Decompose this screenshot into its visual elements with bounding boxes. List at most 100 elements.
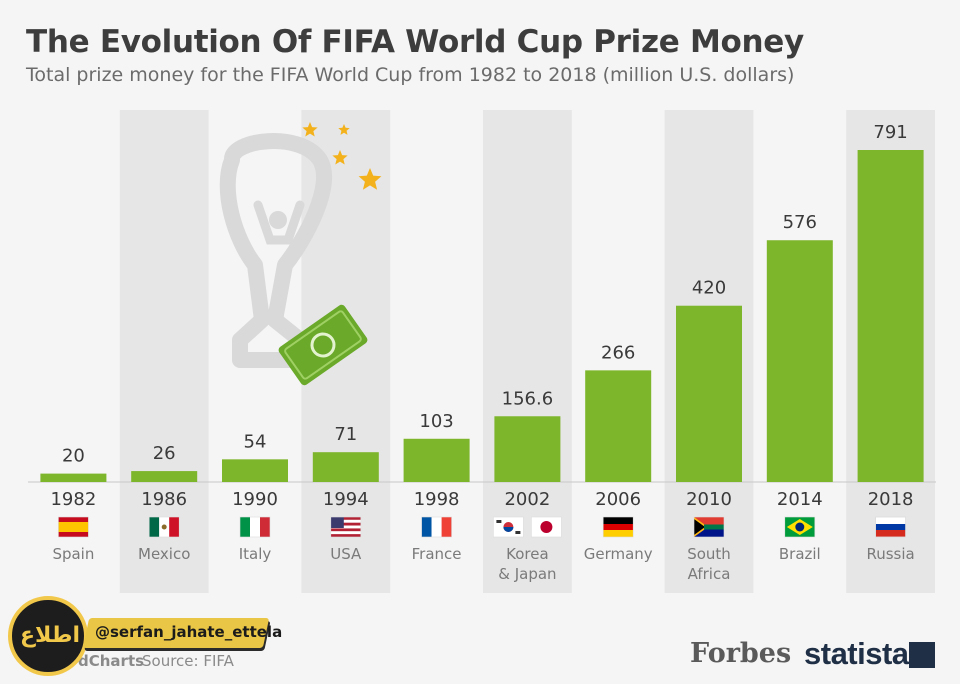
flag-part (330, 525, 361, 529)
flag-part (875, 524, 906, 530)
star-icon (358, 168, 382, 190)
data-label-2006: 266 (601, 342, 635, 363)
host-label-2006: Germany (584, 545, 653, 563)
bar-2002 (494, 416, 561, 482)
data-label-1994: 71 (334, 424, 357, 445)
bar-2006 (585, 370, 652, 482)
flag-part (694, 527, 724, 537)
flag-part (503, 527, 514, 532)
x-tick-label-1998: 1998 (414, 489, 460, 510)
x-tick-label-1986: 1986 (141, 489, 187, 510)
flag-part (875, 530, 906, 537)
data-label-2002: 156.6 (502, 388, 554, 409)
flag-part (875, 517, 906, 524)
watermark-logo-icon (8, 596, 88, 676)
host-label-2010: Africa (688, 565, 731, 583)
flag-part (330, 531, 361, 535)
flag-part (694, 519, 705, 535)
flag-part (795, 522, 805, 532)
footer-source: Source: FIFA (142, 652, 234, 670)
x-tick-label-2002: 2002 (504, 489, 550, 510)
flag-border (421, 516, 452, 538)
flag-part (496, 520, 502, 523)
trophy-figure-head (269, 211, 287, 229)
statista-logo: statista (804, 636, 909, 671)
bar-1986 (131, 471, 198, 482)
flag-part (58, 522, 89, 532)
flag-part (515, 531, 521, 534)
south-africa-flag-icon (693, 516, 725, 538)
data-label-2018: 791 (873, 122, 907, 143)
flag-part (704, 524, 724, 530)
bar-1998 (403, 438, 470, 482)
x-tick-label-1994: 1994 (323, 489, 369, 510)
flag-part (330, 519, 361, 523)
data-label-2014: 576 (783, 212, 817, 233)
flag-part (603, 530, 634, 537)
flag-border (239, 516, 271, 538)
bar-1990 (222, 459, 288, 482)
star-icon (338, 124, 350, 135)
bar-1994 (312, 452, 379, 482)
flag-border (693, 516, 725, 538)
flag-part (260, 517, 270, 537)
flag-part (431, 517, 442, 537)
star-icon (332, 150, 348, 165)
statista-mark-icon (909, 642, 935, 668)
host-label-2002: Korea (506, 545, 549, 563)
x-tick-label-2006: 2006 (595, 489, 641, 510)
usa-flag-icon (330, 516, 362, 538)
watermark-logo-text: اطلاع (20, 623, 80, 648)
host-label-1986: Mexico (138, 545, 190, 563)
data-label-1982: 20 (62, 446, 85, 467)
watermark-handle: @serfan_jahate_ettela (95, 623, 283, 641)
flag-part (330, 534, 361, 537)
flag-part (441, 517, 452, 537)
trophy-outline (219, 133, 332, 368)
germany-flag-icon (602, 516, 634, 538)
flag-border (784, 516, 816, 538)
host-label-1994: USA (330, 545, 362, 563)
flag-part (330, 528, 361, 532)
data-label-1990: 54 (244, 431, 267, 452)
flag-part (330, 517, 361, 520)
host-label-2014: Brazil (779, 545, 821, 563)
flag-part (169, 517, 180, 537)
flag-part (540, 521, 553, 533)
italy-flag-icon (239, 516, 271, 538)
brazil-flag-icon (784, 516, 816, 538)
shaded-column (483, 110, 572, 593)
chart-subtitle: Total prize money for the FIFA World Cup… (26, 64, 795, 86)
x-tick-label-2010: 2010 (686, 489, 732, 510)
shaded-column (119, 110, 209, 593)
money-bill-border (284, 310, 362, 380)
flag-border (330, 516, 362, 538)
host-label-1982: Spain (52, 545, 94, 563)
spain-flag-icon (58, 516, 89, 538)
bar-2014 (766, 240, 833, 482)
flag-part (161, 524, 167, 530)
trophy-figure-arms (253, 200, 305, 245)
host-label-2010: South (687, 545, 731, 563)
money-bill-icon (278, 304, 368, 386)
flag-part (240, 517, 250, 537)
mexico-flag-icon (148, 516, 180, 538)
x-tick-label-1990: 1990 (232, 489, 278, 510)
data-label-1998: 103 (419, 411, 453, 432)
flag-part (330, 522, 361, 526)
flag-part (421, 517, 432, 537)
russia-flag-icon (875, 516, 906, 538)
flag-part (330, 517, 344, 528)
flag-part (250, 517, 260, 537)
korea-flag-icon (493, 516, 524, 538)
footer-partial-text: dCharts (78, 652, 145, 670)
flag-part (603, 524, 634, 530)
trophy-icon (219, 133, 332, 368)
host-label-1990: Italy (239, 545, 272, 563)
flag-border (148, 516, 180, 538)
france-flag-icon (421, 516, 452, 538)
flag-border (58, 516, 89, 538)
forbes-logo: Forbes (690, 638, 792, 669)
bar-2010 (676, 305, 742, 482)
